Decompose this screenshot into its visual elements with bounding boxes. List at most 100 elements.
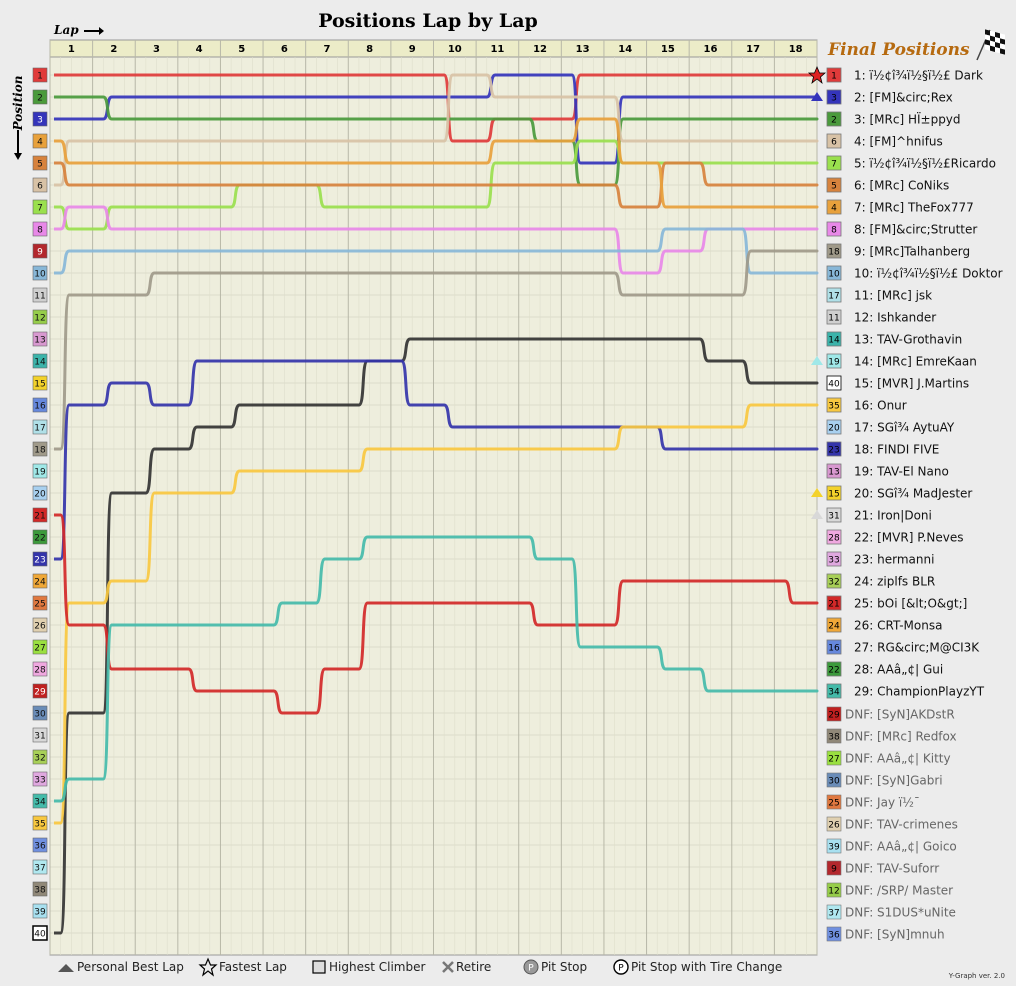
grid-box xyxy=(826,331,842,347)
lap-number: 1 xyxy=(68,44,75,55)
driver-name: 2: [FM]&circ;Rex xyxy=(854,91,953,105)
flag-square xyxy=(995,37,1000,44)
grid-box xyxy=(826,155,842,171)
grid-position-number: 2 xyxy=(831,116,837,126)
start-position-number: 1 xyxy=(37,72,43,82)
driver-name: 15: [MVR] J.Martins xyxy=(854,377,969,391)
dnf-grid-number: 12 xyxy=(828,887,839,897)
final-position-row: 2 3: [MRc] HÏ±ppyd xyxy=(826,112,961,127)
grid-position-number: 11 xyxy=(828,314,839,324)
start-position-box xyxy=(32,507,48,523)
chart-title: Positions Lap by Lap xyxy=(318,10,538,32)
start-position-number: 2 xyxy=(37,94,43,104)
grid-box xyxy=(826,287,842,303)
flag-square xyxy=(995,42,1000,49)
driver-name: 12: Ishkander xyxy=(854,311,936,325)
start-position-box xyxy=(32,815,48,831)
lap-number: 3 xyxy=(153,44,160,55)
dnf-driver-name: DNF: [SyN]mnuh xyxy=(845,928,945,942)
grid-position-number: 33 xyxy=(828,556,839,566)
dnf-grid-box xyxy=(826,882,842,898)
grid-box xyxy=(826,573,842,589)
chart-grid: 1 2 3 4 5 6 7 8 9 10 11 12 13 14 15 16 17 18 xyxy=(49,39,818,956)
start-position-number: 21 xyxy=(34,512,45,522)
start-position-number: 29 xyxy=(34,688,46,698)
driver-name: 18: FINDI FIVE xyxy=(854,443,939,457)
personal-best-icon xyxy=(811,92,823,101)
lap-number: 6 xyxy=(281,44,288,55)
driver-trace xyxy=(54,161,819,209)
start-position-box xyxy=(32,375,48,391)
grid-position-number: 1 xyxy=(831,72,837,82)
dnf-row: 36 DNF: [SyN]mnuh xyxy=(826,926,945,942)
lap-number: 9 xyxy=(409,44,416,55)
start-position-number: 28 xyxy=(34,666,46,676)
start-position-number: 26 xyxy=(34,622,46,632)
start-position-box xyxy=(32,221,48,237)
start-position-box xyxy=(32,727,48,743)
final-position-row: 21 25: bOi [&lt;O&gt;] xyxy=(826,595,967,611)
flag-square xyxy=(985,34,990,41)
start-position-number: 12 xyxy=(34,314,45,324)
fastest-lap-legend-icon xyxy=(198,957,218,977)
lap-number: 5 xyxy=(238,44,245,55)
start-position-box xyxy=(32,661,48,677)
final-position-row: 16 27: RG&circ;M@CI3K xyxy=(826,639,980,655)
grid-position-number: 7 xyxy=(831,160,837,170)
driver-name: 14: [MRc] EmreKaan xyxy=(854,355,977,369)
driver-trace xyxy=(54,73,819,165)
grid-box xyxy=(826,595,842,611)
driver-name: 13: TAV-Grothavin xyxy=(854,333,962,347)
flag-square xyxy=(995,47,1000,54)
position-arrow-head xyxy=(14,153,22,160)
driver-name: 20: SGî¾ MadJester xyxy=(854,487,972,501)
dnf-row: 9 DNF: TAV-Suforr xyxy=(826,860,939,876)
driver-trace xyxy=(54,205,819,275)
grid-position-number: 24 xyxy=(828,622,840,632)
start-position-box xyxy=(32,177,48,193)
start-position-box xyxy=(32,881,48,897)
grid-box xyxy=(826,683,842,699)
start-position-number: 36 xyxy=(34,842,46,852)
final-position-row: 20 17: SGî¾ AytuAY xyxy=(826,419,955,435)
position-axis-label: Position xyxy=(11,76,25,132)
final-position-row: 40 15: [MVR] J.Martins xyxy=(826,375,969,391)
chart-legend: Personal Best Lap Fastest Lap Highest Clim… xyxy=(58,957,782,977)
start-position-number: 16 xyxy=(34,402,46,412)
start-position-box xyxy=(32,133,48,149)
driver-name: 4: [FM]^hnifus xyxy=(854,135,943,149)
dnf-row: 30 DNF: [SyN]Gabri xyxy=(826,772,943,788)
grid-position-number: 21 xyxy=(828,600,839,610)
final-position-row: 18 9: [MRc]Talhanberg xyxy=(826,243,970,259)
start-position-number: 9 xyxy=(37,248,43,258)
start-position-number: 37 xyxy=(34,864,45,874)
dnf-grid-number: 30 xyxy=(828,777,840,787)
final-position-row: 11 12: Ishkander xyxy=(826,309,936,325)
start-position-number: 5 xyxy=(37,160,43,170)
driver-name: 25: bOi [&lt;O&gt;] xyxy=(854,597,967,611)
start-position-box xyxy=(32,859,48,875)
start-position-number: 39 xyxy=(34,908,46,918)
driver-name: 16: Onur xyxy=(854,399,907,413)
retire-legend-label: Retire xyxy=(456,960,491,974)
flag-square xyxy=(1000,38,1005,45)
dnf-row: 27 DNF: AAâ„¢| Kitty xyxy=(826,750,951,766)
dnf-driver-name: DNF: /SRP/ Master xyxy=(845,884,953,898)
final-position-row: 13 19: TAV-El Nano xyxy=(826,463,949,479)
pit-stop-legend-letter: P xyxy=(528,964,534,974)
grid-box xyxy=(826,353,842,369)
dnf-grid-number: 29 xyxy=(828,711,840,721)
grid-box xyxy=(826,639,842,655)
final-position-row: 1 1: ï½¢î¾ï½§ï½£ Dark xyxy=(807,65,983,85)
grid-box xyxy=(826,243,842,259)
driver-name: 28: AAâ„¢| Gui xyxy=(854,663,943,677)
start-position-number: 11 xyxy=(34,292,45,302)
start-position-box xyxy=(32,441,48,457)
dnf-grid-box xyxy=(826,772,842,788)
lap-number: 18 xyxy=(789,44,803,55)
grid-position-number: 35 xyxy=(828,402,839,412)
flag-square xyxy=(995,32,1000,39)
grid-position-number: 4 xyxy=(831,204,837,214)
grid-position-number: 16 xyxy=(828,644,840,654)
